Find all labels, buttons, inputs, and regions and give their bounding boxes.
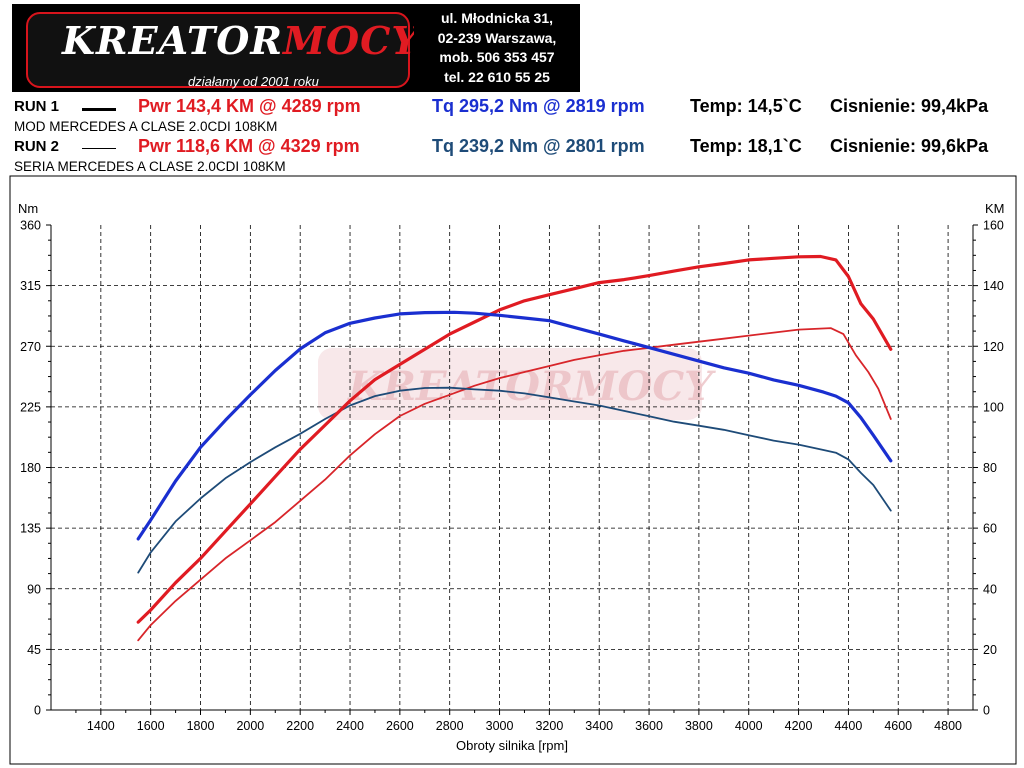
x-tick-label: 4000: [735, 719, 763, 733]
logo-frame: [26, 12, 410, 88]
watermark-shape: [318, 348, 702, 420]
x-tick-label: 2000: [236, 719, 264, 733]
x-tick-label: 2600: [386, 719, 414, 733]
x-tick-label: 4200: [785, 719, 813, 733]
chart-grid: [51, 225, 973, 710]
run1-summary: RUN 1 Pwr 143,4 KM @ 4289 rpm Tq 295,2 N…: [0, 96, 1024, 118]
y-left-tick-label: 180: [20, 461, 41, 475]
run2-pressure: Cisnienie: 99,6kPa: [830, 136, 989, 156]
contact-line-city: 02-239 Warszawa,: [437, 29, 557, 46]
contact-line-mobile: mob. 506 353 457: [439, 49, 555, 65]
run1-label: RUN 1: [14, 98, 60, 115]
x-axis-label: Obroty silnika [rpm]: [456, 738, 568, 753]
y-right-tick-label: 120: [983, 340, 1004, 354]
logo-part1: KREATOR: [62, 18, 283, 63]
y-left-tick-label: 135: [20, 522, 41, 536]
x-tick-label: 4800: [934, 719, 962, 733]
y-left-tick-label: 90: [27, 582, 41, 596]
torque-curve-run2: [137, 386, 892, 574]
x-tick-label: 3200: [535, 719, 563, 733]
run2-description: SERIA MERCEDES A CLASE 2.0CDI 108KM: [14, 159, 286, 174]
x-tick-label: 2800: [436, 719, 464, 733]
run2-power: Pwr 118,6 KM @ 4329 rpm: [138, 136, 360, 156]
run2-temp: Temp: 18,1`C: [690, 136, 802, 156]
run1-power: Pwr 143,4 KM @ 4289 rpm: [138, 96, 361, 116]
chart-watermark: KREATORMOCY: [318, 348, 716, 420]
x-tick-label: 3000: [486, 719, 514, 733]
y-axis-left-label: Nm: [18, 201, 38, 216]
x-tick-label: 2200: [286, 719, 314, 733]
x-tick-label: 4400: [834, 719, 862, 733]
y-right-tick-label: 140: [983, 279, 1004, 293]
y-right-tick-label: 60: [983, 522, 997, 536]
chart-curves: [136, 254, 893, 642]
x-tick-label: 1600: [137, 719, 165, 733]
y-right-tick-label: 40: [983, 582, 997, 596]
x-tick-label: 1400: [87, 719, 115, 733]
run2-line-legend: [82, 148, 116, 149]
logo-part2: MOCY: [282, 18, 414, 63]
y-axis-right-label: KM: [985, 201, 1005, 216]
contact-box: ul. Młodnicka 31, 02-239 Warszawa, mob. …: [414, 4, 580, 92]
y-right-tick-label: 160: [983, 219, 1004, 233]
run1-temp: Temp: 14,5`C: [690, 96, 802, 116]
y-left-tick-label: 270: [20, 340, 41, 354]
torque-curve-run1: [136, 310, 893, 541]
x-tick-label: 4600: [884, 719, 912, 733]
power-curve-run1: [136, 254, 893, 624]
run1-pressure: Cisnienie: 99,4kPa: [830, 96, 989, 116]
y-left-tick-label: 0: [34, 704, 41, 718]
logo-banner: KREATORMOCY działamy od 2001 roku: [12, 4, 414, 92]
run2-torque: Tq 239,2 Nm @ 2801 rpm: [432, 136, 645, 156]
y-left-tick-label: 45: [27, 643, 41, 657]
chart-frame: [9, 175, 1017, 765]
x-tick-label: 3400: [585, 719, 613, 733]
x-tick-label: 3800: [685, 719, 713, 733]
x-tick-label: 3600: [635, 719, 663, 733]
logo-tagline: działamy od 2001 roku: [188, 74, 319, 89]
run1-torque: Tq 295,2 Nm @ 2819 rpm: [432, 96, 645, 116]
y-left-tick-label: 225: [20, 400, 41, 414]
y-right-tick-label: 100: [983, 400, 1004, 414]
logo-text: KREATORMOCY: [62, 18, 414, 63]
chart-axes: 1400 1600 1800 2000 2200 2400 2600 2800 3000 3200…: [20, 219, 1004, 734]
y-left-tick-label: 315: [20, 279, 41, 293]
contact-line-address: ul. Młodnicka 31,: [440, 10, 554, 26]
contact-line-phone: tel. 22 610 55 25: [444, 68, 550, 85]
x-tick-label: 1800: [187, 719, 215, 733]
run1-line-legend: [82, 108, 116, 111]
y-right-tick-label: 20: [983, 643, 997, 657]
y-right-tick-label: 80: [983, 461, 997, 475]
power-curve-run2: [137, 327, 892, 642]
y-right-tick-label: 0: [983, 704, 990, 718]
run2-summary: RUN 2 Pwr 118,6 KM @ 4329 rpm Tq 239,2 N…: [0, 136, 1024, 158]
run2-label: RUN 2: [14, 138, 60, 155]
y-left-tick-label: 360: [20, 219, 41, 233]
x-tick-label: 2400: [336, 719, 364, 733]
run1-description: MOD MERCEDES A CLASE 2.0CDI 108KM: [14, 119, 278, 134]
